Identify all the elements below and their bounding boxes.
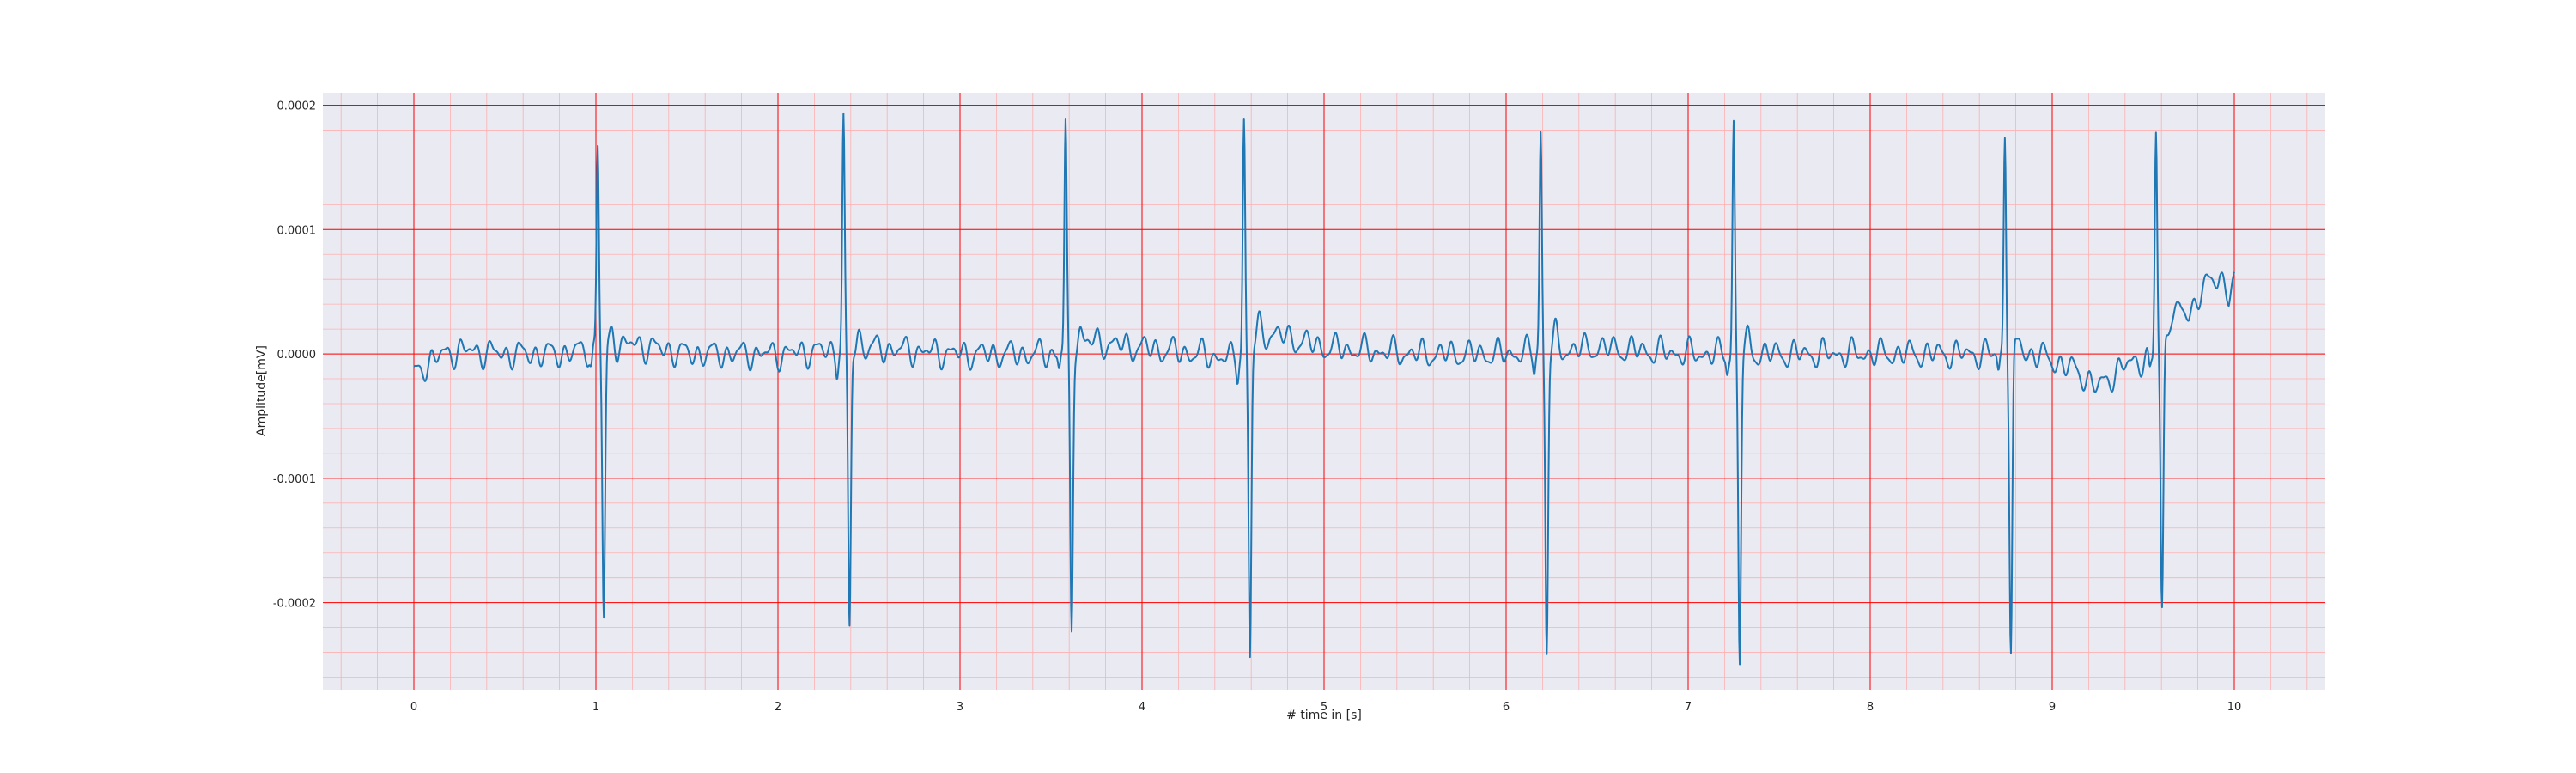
series-layer xyxy=(413,112,2235,666)
major-grid xyxy=(323,93,2325,690)
x-tick-label: 1 xyxy=(592,701,599,714)
x-tick-label: 6 xyxy=(1503,701,1510,714)
y-tick-label: 0.0002 xyxy=(277,100,317,113)
x-tick-label: 2 xyxy=(775,701,781,714)
x-tick-label: 10 xyxy=(2227,701,2242,714)
x-tick-label: 4 xyxy=(1139,701,1145,714)
y-axis-ticks: -0.0002 -0.0001 0.0000 0.0001 0.0002 xyxy=(273,100,316,610)
x-axis-ticks: 0 1 2 3 4 5 6 7 8 9 10 xyxy=(410,701,2241,714)
y-tick-label: -0.0001 xyxy=(273,473,316,486)
x-axis-label: # time in [s] xyxy=(1286,709,1362,722)
x-tick-label: 0 xyxy=(410,701,417,714)
y-tick-label: 0.0000 xyxy=(277,349,317,362)
x-tick-label: 8 xyxy=(1867,701,1874,714)
x-tick-label: 7 xyxy=(1685,701,1692,714)
y-tick-label: 0.0001 xyxy=(277,224,317,237)
y-tick-label: -0.0002 xyxy=(273,598,316,611)
x-tick-label: 5 xyxy=(1321,701,1327,714)
y-axis-label: Amplitude[mV] xyxy=(255,345,269,436)
ecg-series-line xyxy=(413,112,2235,666)
x-tick-label: 3 xyxy=(957,701,963,714)
x-tick-label: 9 xyxy=(2049,701,2056,714)
